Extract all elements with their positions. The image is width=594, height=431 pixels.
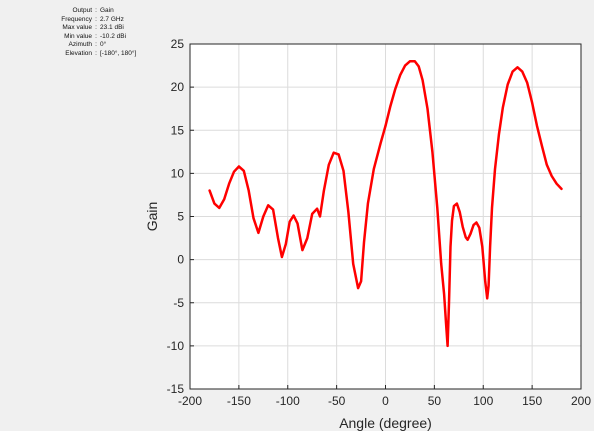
y-tick-label: 5 (177, 210, 184, 224)
info-row: Elevation: [-180°, 180°] (26, 50, 136, 59)
info-key: Min value (64, 32, 92, 40)
series-layer (208, 60, 563, 348)
info-value: Gain (100, 7, 114, 14)
x-tick-label: -150 (227, 394, 251, 408)
tick-labels: -200 -150 -100 -50 0 50 100 150 200-15-10-505101… (167, 37, 592, 408)
info-panel: Output: Gain Frequency:2.7 GHz Max value:23… (26, 7, 136, 59)
y-tick-label: 25 (171, 37, 185, 51)
info-value: 23.1 dBi (100, 24, 124, 32)
info-value: 2.7 GHz (100, 15, 124, 23)
info-value: 0° (100, 41, 107, 49)
info-separator: : (95, 32, 97, 40)
info-key: Azimuth (68, 41, 92, 49)
info-key: Output (72, 7, 92, 14)
info-row: Max value:23.1 dBi (26, 24, 136, 33)
x-tick-label: 150 (522, 394, 542, 408)
info-separator: : (95, 24, 97, 32)
info-separator: : (95, 49, 97, 57)
y-tick-label: -10 (167, 339, 185, 353)
x-tick-label: -100 (276, 394, 300, 408)
x-tick-label: 100 (473, 394, 493, 408)
info-value: -10.2 dBi (100, 32, 127, 40)
info-separator: : (95, 7, 97, 14)
info-separator: : (95, 41, 97, 49)
y-axis-title: Gain (144, 202, 160, 232)
x-tick-label: 200 (571, 394, 591, 408)
x-tick-label: -200 (178, 394, 202, 408)
info-value: [-180°, 180°] (100, 49, 137, 57)
gain-series-line (208, 60, 563, 348)
info-row: Azimuth:0° (26, 41, 136, 50)
info-row: Frequency:2.7 GHz (26, 16, 136, 25)
y-tick-label: 0 (177, 253, 184, 267)
x-tick-label: 50 (428, 394, 442, 408)
info-key: Max value (62, 24, 92, 32)
y-tick-label: -15 (167, 382, 185, 396)
info-key: Elevation (65, 49, 92, 57)
ticks (189, 43, 582, 390)
x-axis-title: Angle (degree) (339, 415, 432, 431)
x-tick-label: 0 (382, 394, 389, 408)
info-key: Frequency (61, 15, 92, 23)
y-tick-label: 20 (171, 80, 185, 94)
x-tick-label: -50 (328, 394, 346, 408)
y-tick-label: 15 (171, 123, 185, 137)
info-separator: : (95, 15, 97, 23)
info-row: Output: Gain (26, 7, 136, 16)
y-tick-label: -5 (173, 296, 184, 310)
info-row: Min value: -10.2 dBi (26, 33, 136, 42)
y-tick-label: 10 (171, 166, 185, 180)
